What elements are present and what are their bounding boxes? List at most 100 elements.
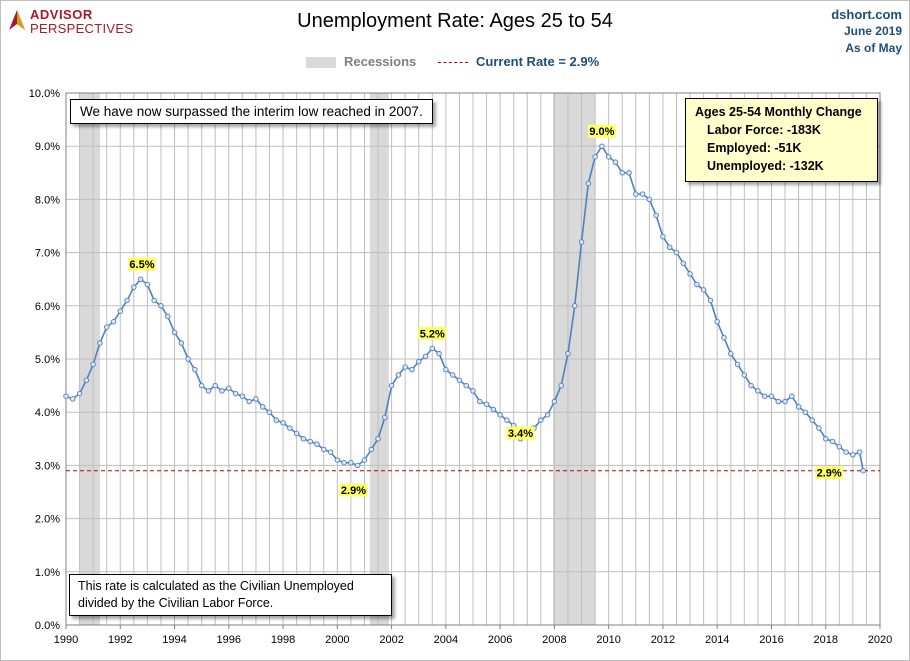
y-tick-label: 10.0% bbox=[29, 88, 60, 100]
data-point bbox=[544, 412, 551, 418]
data-point bbox=[490, 406, 497, 413]
y-tick-label: 5.0% bbox=[35, 354, 60, 366]
data-point bbox=[809, 417, 815, 423]
data-point bbox=[694, 281, 700, 288]
y-tick-label: 6.0% bbox=[35, 301, 60, 313]
data-point bbox=[192, 366, 198, 373]
data-point bbox=[117, 308, 124, 314]
data-point bbox=[97, 340, 103, 346]
source-site: dshort.com bbox=[831, 7, 902, 22]
data-point bbox=[63, 393, 69, 399]
data-point bbox=[171, 329, 178, 336]
x-tick-label: 1990 bbox=[54, 634, 78, 646]
data-point bbox=[673, 249, 680, 256]
data-point bbox=[436, 350, 442, 357]
data-point bbox=[558, 382, 564, 389]
data-point bbox=[856, 449, 863, 455]
y-tick-label: 1.0% bbox=[35, 567, 60, 579]
data-point bbox=[728, 350, 734, 357]
data-label: 3.4% bbox=[506, 426, 535, 440]
x-tick-label: 1998 bbox=[271, 634, 295, 646]
data-point bbox=[253, 396, 259, 402]
data-point bbox=[836, 444, 843, 450]
data-point bbox=[748, 382, 754, 389]
source-as-of: As of May bbox=[845, 41, 902, 55]
data-point bbox=[639, 191, 646, 197]
data-point bbox=[860, 467, 866, 474]
data-point bbox=[551, 398, 558, 405]
legend-recessions-label: Recessions bbox=[344, 54, 417, 69]
data-label: 2.9% bbox=[339, 483, 368, 497]
data-labels: 6.5% 5.2% 9.0% 2.9% 3.4% 2.9% bbox=[127, 124, 844, 497]
data-point bbox=[131, 284, 137, 290]
data-point bbox=[375, 436, 381, 442]
data-point bbox=[572, 303, 578, 309]
data-label: 5.2% bbox=[418, 326, 447, 340]
data-label-bg bbox=[127, 257, 156, 271]
data-point bbox=[402, 364, 408, 370]
data-point bbox=[300, 436, 307, 442]
data-point bbox=[164, 313, 171, 320]
data-point bbox=[280, 420, 286, 426]
data-point bbox=[619, 170, 625, 176]
data-point bbox=[761, 393, 768, 399]
data-point bbox=[395, 372, 402, 378]
data-point bbox=[538, 417, 544, 423]
monthly-change-unemployed: Unemployed: -132K bbox=[707, 159, 824, 173]
y-tick-label: 0.0% bbox=[35, 620, 60, 632]
data-point bbox=[70, 396, 76, 402]
data-point bbox=[341, 459, 347, 466]
data-label: 6.5% bbox=[127, 257, 156, 271]
data-point bbox=[585, 180, 592, 187]
data-point bbox=[151, 297, 157, 304]
data-point bbox=[327, 449, 334, 455]
data-point bbox=[646, 196, 653, 203]
data-point bbox=[259, 404, 266, 410]
data-point bbox=[348, 459, 354, 466]
data-point bbox=[666, 244, 673, 251]
data-label: 9.0% bbox=[587, 124, 616, 138]
data-point bbox=[307, 438, 313, 445]
plot-area-border bbox=[65, 92, 881, 626]
series-line bbox=[63, 143, 866, 474]
x-tick-label: 2016 bbox=[759, 634, 783, 646]
data-point bbox=[409, 366, 415, 373]
data-point bbox=[212, 382, 218, 389]
data-point bbox=[110, 319, 117, 325]
y-tick-label: 9.0% bbox=[35, 141, 60, 153]
data-point bbox=[802, 409, 809, 415]
source-block: dshort.com June 2019 As of May bbox=[831, 6, 902, 57]
data-point bbox=[83, 377, 90, 384]
x-axis-tick-labels: 1990 1992 1994 1996 1998 2000 2002 2004 2006 2008… bbox=[54, 625, 892, 646]
legend-current-rate-label: Current Rate = 2.9% bbox=[476, 54, 600, 69]
data-point bbox=[456, 377, 463, 384]
data-point bbox=[782, 398, 788, 405]
data-point bbox=[626, 170, 632, 176]
monthly-change-employed: Employed: -51K bbox=[707, 141, 802, 155]
data-point bbox=[578, 239, 585, 245]
x-tick-label: 2020 bbox=[868, 634, 892, 646]
data-point bbox=[239, 393, 246, 399]
x-tick-label: 2008 bbox=[542, 634, 566, 646]
x-tick-label: 2018 bbox=[813, 634, 837, 646]
data-point bbox=[246, 398, 252, 405]
data-label-text: 2.9% bbox=[817, 468, 842, 480]
data-point bbox=[137, 276, 144, 282]
data-point bbox=[266, 409, 273, 415]
monthly-change-heading: Ages 25-54 Monthly Change bbox=[695, 105, 862, 119]
y-axis-tick-labels: 0.0% 1.0% 2.0% 3.0% 4.0% 5.0% 6.0% 7.0% 8.0% 9.0%… bbox=[29, 88, 60, 632]
chart-title: Unemployment Rate: Ages 25 to 54 bbox=[297, 10, 613, 32]
data-point bbox=[653, 212, 659, 219]
data-point bbox=[273, 417, 280, 423]
x-tick-label: 2010 bbox=[596, 634, 620, 646]
data-point bbox=[388, 382, 395, 389]
data-label-text: 9.0% bbox=[589, 126, 614, 138]
data-point bbox=[687, 271, 693, 277]
data-point bbox=[592, 154, 598, 160]
x-tick-label: 2004 bbox=[434, 634, 458, 646]
advisor-perspectives-logo: ADVISOR PERSPECTIVES bbox=[6, 6, 136, 36]
logo-line2: PERSPECTIVES bbox=[30, 21, 134, 36]
data-point bbox=[700, 287, 707, 293]
logo-mark-icon bbox=[9, 10, 25, 30]
x-tick-label: 2000 bbox=[325, 634, 349, 646]
